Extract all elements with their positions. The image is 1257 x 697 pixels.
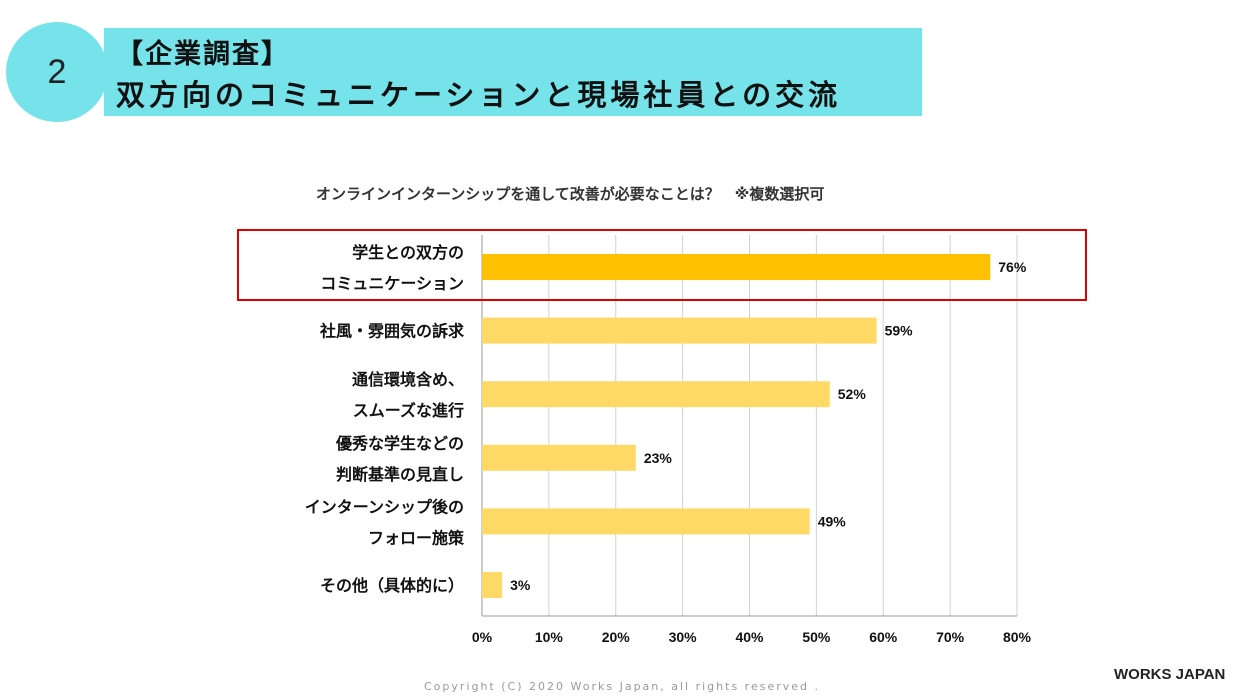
x-tick-label: 80% xyxy=(1003,629,1032,645)
value-label: 59% xyxy=(885,323,914,339)
x-tick-label: 40% xyxy=(735,629,764,645)
slide-number-badge: 2 xyxy=(6,22,108,122)
value-label: 76% xyxy=(998,259,1027,275)
x-tick-label: 70% xyxy=(936,629,965,645)
bar xyxy=(482,444,636,471)
x-tick-label: 60% xyxy=(869,629,898,645)
x-tick-label: 50% xyxy=(802,629,831,645)
x-tick-label: 10% xyxy=(535,629,564,645)
category-label: 判断基準の見直し xyxy=(336,465,464,484)
category-label: 優秀な学生などの xyxy=(335,434,464,453)
value-label: 52% xyxy=(838,386,867,402)
x-tick-label: 20% xyxy=(602,629,631,645)
value-label: 23% xyxy=(644,450,673,466)
chart-title: オンラインインターンシップを通して改善が必要なことは？ ※複数選択可 xyxy=(316,185,825,203)
category-label: コミュニケーション xyxy=(320,274,464,293)
category-label: 通信環境含め、 xyxy=(352,370,464,389)
copyright: Copyright (C) 2020 Works Japan, all righ… xyxy=(424,680,820,693)
highlight-box xyxy=(237,229,1087,301)
bar xyxy=(482,254,991,280)
title-banner xyxy=(104,28,922,116)
bar xyxy=(482,381,830,408)
bar xyxy=(482,572,503,598)
category-label: その他（具体的に） xyxy=(320,576,464,595)
category-label: 社風・雰囲気の訴求 xyxy=(319,322,465,341)
bar xyxy=(482,317,877,344)
category-label: インターンシップ後の xyxy=(305,497,464,516)
works-japan-logo: WORKS JAPAN xyxy=(1114,666,1226,683)
value-label: 3% xyxy=(510,577,531,593)
title-line-1: 【企業調査】 xyxy=(116,39,290,70)
x-tick-label: 0% xyxy=(472,629,493,645)
category-label: スムーズな進行 xyxy=(353,401,464,420)
category-label: 学生との双方の xyxy=(352,243,464,262)
bar xyxy=(482,508,810,535)
title-line-2: 双方向のコミュニケーションと現場社員との交流 xyxy=(116,78,842,112)
slide-number: 2 xyxy=(47,52,67,91)
x-tick-label: 30% xyxy=(669,629,698,645)
category-label: フォロー施策 xyxy=(368,528,465,547)
value-label: 49% xyxy=(818,513,847,529)
